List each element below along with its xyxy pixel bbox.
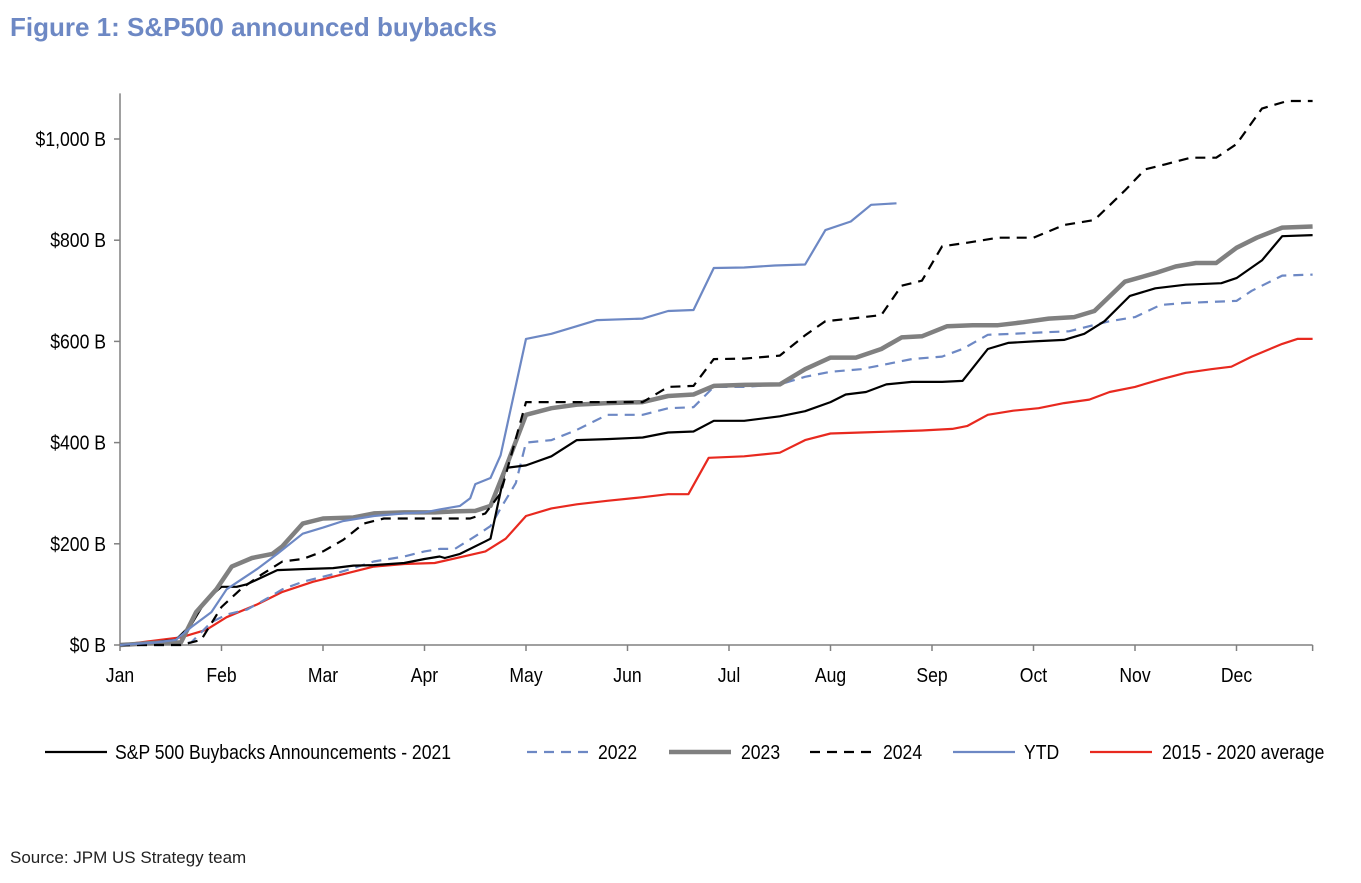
series-line (120, 99, 1313, 647)
x-tick-label: Feb (206, 664, 236, 686)
chart-series (119, 99, 1313, 648)
x-tick-label: May (509, 664, 543, 686)
series-line (119, 202, 897, 647)
x-tick-label: Nov (1119, 664, 1151, 686)
buybacks-line-chart: $0 B $200 B $400 B $600 B $800 B $1,000 B Jan F… (36, 93, 1324, 763)
legend-label: 2015 - 2020 average (1162, 741, 1324, 763)
chart-axes: $0 B $200 B $400 B $600 B $800 B $1,000 B Jan F… (36, 93, 1314, 686)
y-tick-label: $400 B (50, 432, 106, 454)
series-line (120, 273, 1313, 647)
legend-label: 2022 (598, 741, 637, 763)
x-tick-label: Dec (1221, 664, 1252, 686)
series-line (119, 337, 1313, 647)
chart-legend: S&P 500 Buybacks Announcements - 2021 202… (45, 741, 1324, 763)
x-tick-label: Jan (106, 664, 134, 686)
y-tick-label: $800 B (50, 229, 106, 251)
x-tick-label: Oct (1020, 664, 1048, 686)
series-line (119, 234, 1313, 647)
legend-label: YTD (1024, 741, 1059, 763)
x-tick-label: Mar (308, 664, 338, 686)
x-tick-label: Sep (916, 664, 947, 686)
y-tick-label: $200 B (50, 533, 106, 555)
y-tick-label: $0 B (70, 634, 106, 656)
y-tick-label: $1,000 B (36, 128, 106, 150)
legend-label: 2024 (883, 741, 922, 763)
x-tick-label: Jul (718, 664, 740, 686)
legend-label: S&P 500 Buybacks Announcements - 2021 (115, 741, 451, 763)
figure-title: Figure 1: S&P500 announced buybacks (10, 12, 497, 42)
legend-label: 2023 (741, 741, 780, 763)
x-tick-label: Jun (613, 664, 641, 686)
y-tick-label: $600 B (50, 330, 106, 352)
x-tick-label: Apr (411, 664, 438, 686)
series-line (119, 224, 1313, 648)
source-note: Source: JPM US Strategy team (10, 848, 247, 867)
x-tick-label: Aug (815, 664, 846, 686)
